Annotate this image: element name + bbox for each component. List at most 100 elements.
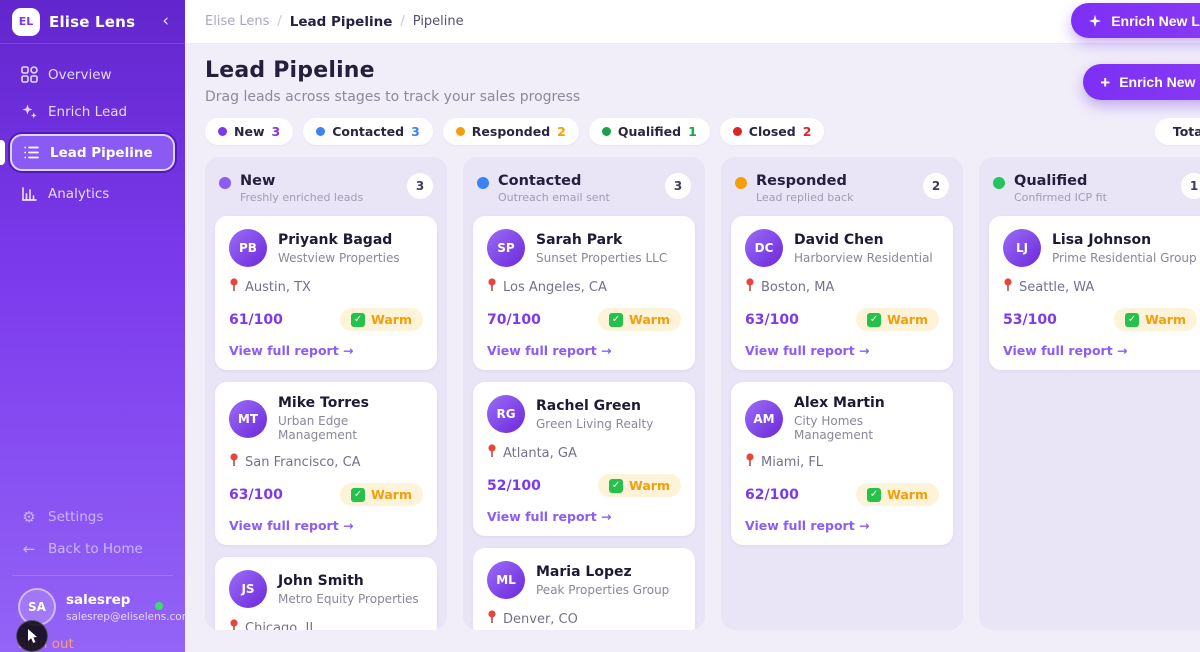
view-full-report-link[interactable]: View full report → xyxy=(229,518,354,533)
sidebar-footer: ⚙ Settings ← Back to Home SA salesrep sa… xyxy=(0,501,185,652)
lead-location: Chicago, IL xyxy=(245,620,317,631)
sidebar-divider xyxy=(12,575,173,576)
column-subtitle: Lead replied back xyxy=(756,191,854,204)
lead-company: City Homes Management xyxy=(794,414,874,442)
sidebar-nav: Overview Enrich Lead Lead Pipeline xyxy=(0,44,185,210)
user-avatar: SA xyxy=(18,588,56,626)
warm-badge: ✓ Warm xyxy=(598,308,681,331)
lead-company: Peak Properties Group xyxy=(536,582,670,597)
column-count: 3 xyxy=(407,173,433,199)
lead-card[interactable]: SP Sarah Park Sunset Properties LLC Los … xyxy=(473,216,695,370)
view-full-report-link[interactable]: View full report → xyxy=(745,518,870,533)
user-name: salesrep xyxy=(66,591,131,608)
check-icon: ✓ xyxy=(867,312,882,327)
grid-icon xyxy=(20,66,38,84)
stage-dot xyxy=(218,127,227,136)
sidebar-item-lead-pipeline[interactable]: Lead Pipeline xyxy=(0,134,175,171)
lead-name: Lisa Johnson xyxy=(1052,231,1152,248)
lead-location: Miami, FL xyxy=(761,454,824,470)
location-pin-icon xyxy=(229,619,239,630)
stage-pill-contacted[interactable]: Contacted 3 xyxy=(303,118,433,145)
sidebar-item-enrich-lead[interactable]: Enrich Lead xyxy=(10,95,175,128)
warm-badge: ✓ Warm xyxy=(856,308,939,331)
view-full-report-link[interactable]: View full report → xyxy=(487,343,612,358)
sparkle-icon xyxy=(1089,14,1102,27)
settings-label: Settings xyxy=(48,509,104,525)
breadcrumb-separator: / xyxy=(400,14,405,29)
lead-card[interactable]: ML Maria Lopez Peak Properties Group Den… xyxy=(473,548,695,630)
stage-pill-responded[interactable]: Responded 2 xyxy=(442,118,579,145)
check-icon: ✓ xyxy=(867,487,882,502)
online-status-dot xyxy=(155,602,163,610)
total-pill: Total: xyxy=(1154,118,1200,145)
lead-score: 70/100 xyxy=(487,311,541,328)
lead-score: 63/100 xyxy=(745,311,799,328)
location-pin-icon xyxy=(745,453,755,471)
view-full-report-link[interactable]: View full report → xyxy=(1003,343,1128,358)
column-header: Qualified Confirmed ICP fit 1 xyxy=(989,167,1200,204)
stage-dot xyxy=(316,127,326,136)
lead-card[interactable]: AM Alex Martin City Homes Management Mia… xyxy=(731,382,953,545)
lead-card[interactable]: RG Rachel Green Green Living Realty Atla… xyxy=(473,382,695,536)
warm-badge: ✓ Warm xyxy=(856,483,939,506)
sidebar-item-label: Lead Pipeline xyxy=(50,144,153,161)
lead-company: Prime Residential Group xyxy=(1052,250,1197,265)
app-logo: EL xyxy=(12,7,40,36)
sidebar: EL Elise Lens ‹ Overview Enrich Lead xyxy=(0,0,185,652)
breadcrumb-root[interactable]: Elise Lens xyxy=(205,14,270,29)
lead-company: Urban Edge Management xyxy=(278,414,358,442)
breadcrumb: Elise Lens / Lead Pipeline / Pipeline xyxy=(205,14,464,30)
stage-pill-new[interactable]: New 3 xyxy=(205,118,294,145)
avatar: ML xyxy=(487,561,525,599)
column-dot xyxy=(477,177,489,189)
avatar: RG xyxy=(487,395,525,433)
view-full-report-link[interactable]: View full report → xyxy=(745,343,870,358)
sidebar-item-overview[interactable]: Overview xyxy=(10,58,175,91)
sidebar-collapse-icon[interactable]: ‹ xyxy=(162,11,169,31)
enrich-new-lead-button[interactable]: + Enrich New Lead xyxy=(1083,64,1200,100)
user-profile[interactable]: SA salesrep salesrep@eliselens.com xyxy=(10,586,185,632)
lead-name: Priyank Bagad xyxy=(278,231,393,248)
app-name: Elise Lens xyxy=(49,12,136,31)
stage-count: 1 xyxy=(688,124,697,139)
stage-pill-closed[interactable]: Closed 2 xyxy=(719,118,825,145)
cursor-arrow-icon xyxy=(28,629,37,643)
location-pin-icon xyxy=(487,278,497,296)
check-icon: ✓ xyxy=(1125,312,1140,327)
enrich-new-lead-button-top[interactable]: Enrich New Lead xyxy=(1071,3,1200,38)
view-full-report-link[interactable]: View full report → xyxy=(229,343,354,358)
avatar: SP xyxy=(487,229,525,267)
lead-name: David Chen xyxy=(794,231,884,248)
avatar: MT xyxy=(229,399,267,438)
stage-count: 3 xyxy=(411,124,420,139)
lead-card[interactable]: DC David Chen Harborview Residential Bos… xyxy=(731,216,953,370)
location-pin-icon xyxy=(487,610,497,628)
lead-card[interactable]: LJ Lisa Johnson Prime Residential Group … xyxy=(989,216,1200,370)
location-pin-icon xyxy=(229,453,239,471)
avatar: LJ xyxy=(1003,229,1041,267)
column-qualified: Qualified Confirmed ICP fit 1 LJ Lisa Jo… xyxy=(979,157,1200,630)
check-icon: ✓ xyxy=(351,487,366,502)
lead-card[interactable]: PB Priyank Bagad Westview Properties Aus… xyxy=(215,216,437,370)
mouse-cursor-badge xyxy=(16,620,48,652)
kanban-board: New Freshly enriched leads 3 PB Priyank … xyxy=(205,157,1200,630)
topbar: Elise Lens / Lead Pipeline / Pipeline xyxy=(185,0,1200,44)
column-title: Qualified xyxy=(1014,173,1088,189)
sidebar-item-settings[interactable]: ⚙ Settings xyxy=(10,501,175,533)
lead-card[interactable]: JS John Smith Metro Equity Properties Ch… xyxy=(215,557,437,630)
lead-score: 53/100 xyxy=(1003,311,1057,328)
back-home-label: Back to Home xyxy=(48,541,143,557)
avatar: DC xyxy=(745,229,783,267)
lead-card[interactable]: MT Mike Torres Urban Edge Management San… xyxy=(215,382,437,545)
column-header: Contacted Outreach email sent 3 xyxy=(473,167,695,204)
column-subtitle: Outreach email sent xyxy=(498,191,610,204)
stage-pill-qualified[interactable]: Qualified 1 xyxy=(588,118,710,145)
view-full-report-link[interactable]: View full report → xyxy=(487,509,612,524)
warm-badge: ✓ Warm xyxy=(340,308,423,331)
column-header: New Freshly enriched leads 3 xyxy=(215,167,437,204)
location-pin-icon xyxy=(745,278,755,296)
sidebar-item-back-home[interactable]: ← Back to Home xyxy=(10,533,175,565)
breadcrumb-section[interactable]: Lead Pipeline xyxy=(289,13,393,30)
sidebar-item-analytics[interactable]: Analytics xyxy=(10,177,175,210)
warm-badge: ✓ Warm xyxy=(340,483,423,506)
